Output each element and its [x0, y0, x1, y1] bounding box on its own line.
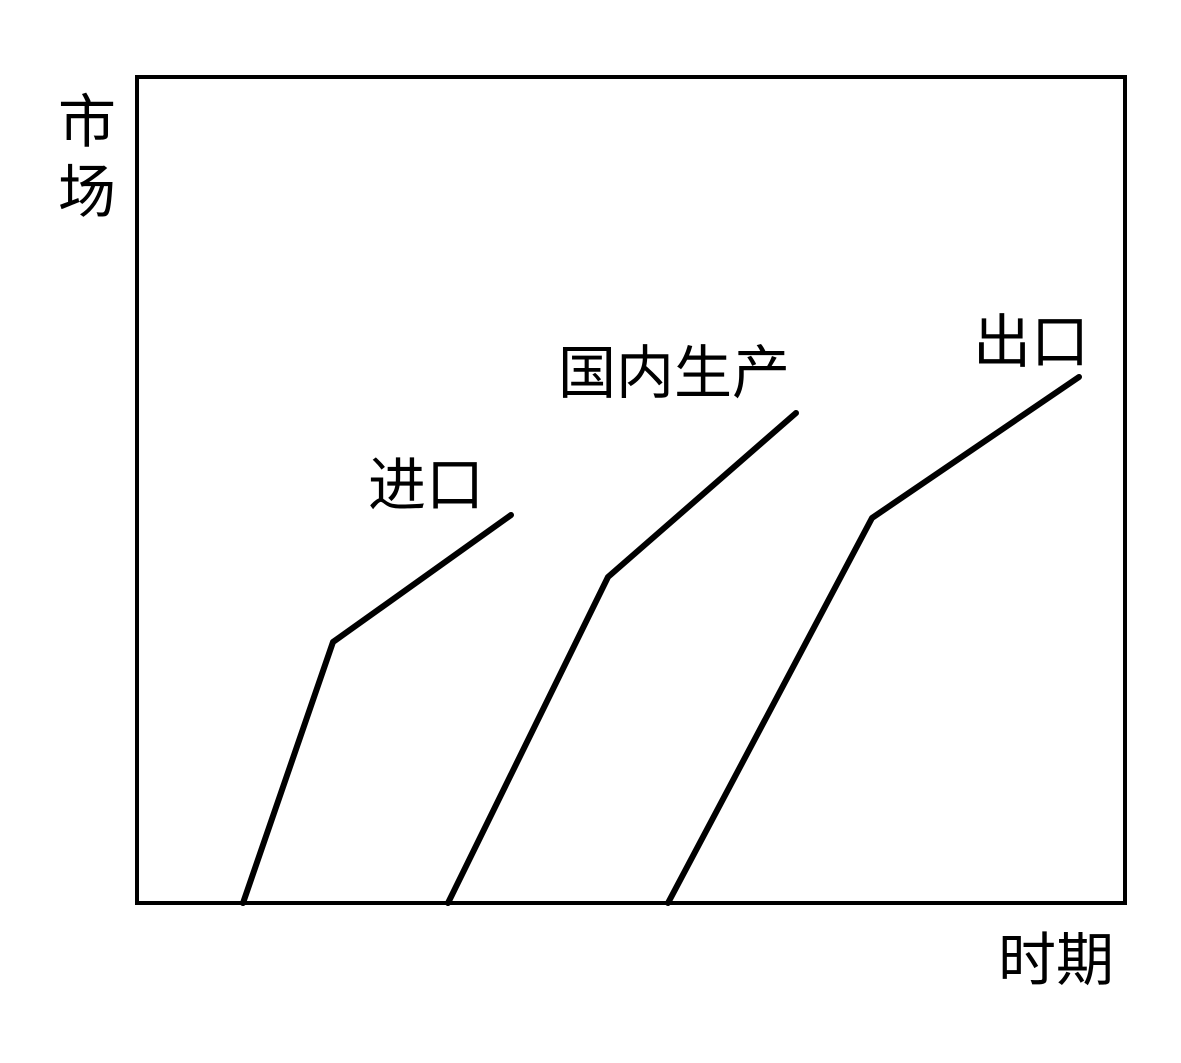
import-curve — [240, 512, 514, 906]
y-axis-label-char-1: 市 — [58, 88, 116, 156]
import-label: 进口 — [368, 451, 484, 519]
export-label: 出口 — [973, 308, 1089, 376]
plot-frame — [135, 75, 1127, 905]
domestic-production-label: 国内生产 — [558, 339, 790, 407]
y-axis-label-char-2: 场 — [58, 158, 116, 226]
export-curve — [665, 374, 1082, 906]
domestic-production-curve — [445, 410, 799, 906]
x-axis-label: 时期 — [998, 926, 1114, 994]
